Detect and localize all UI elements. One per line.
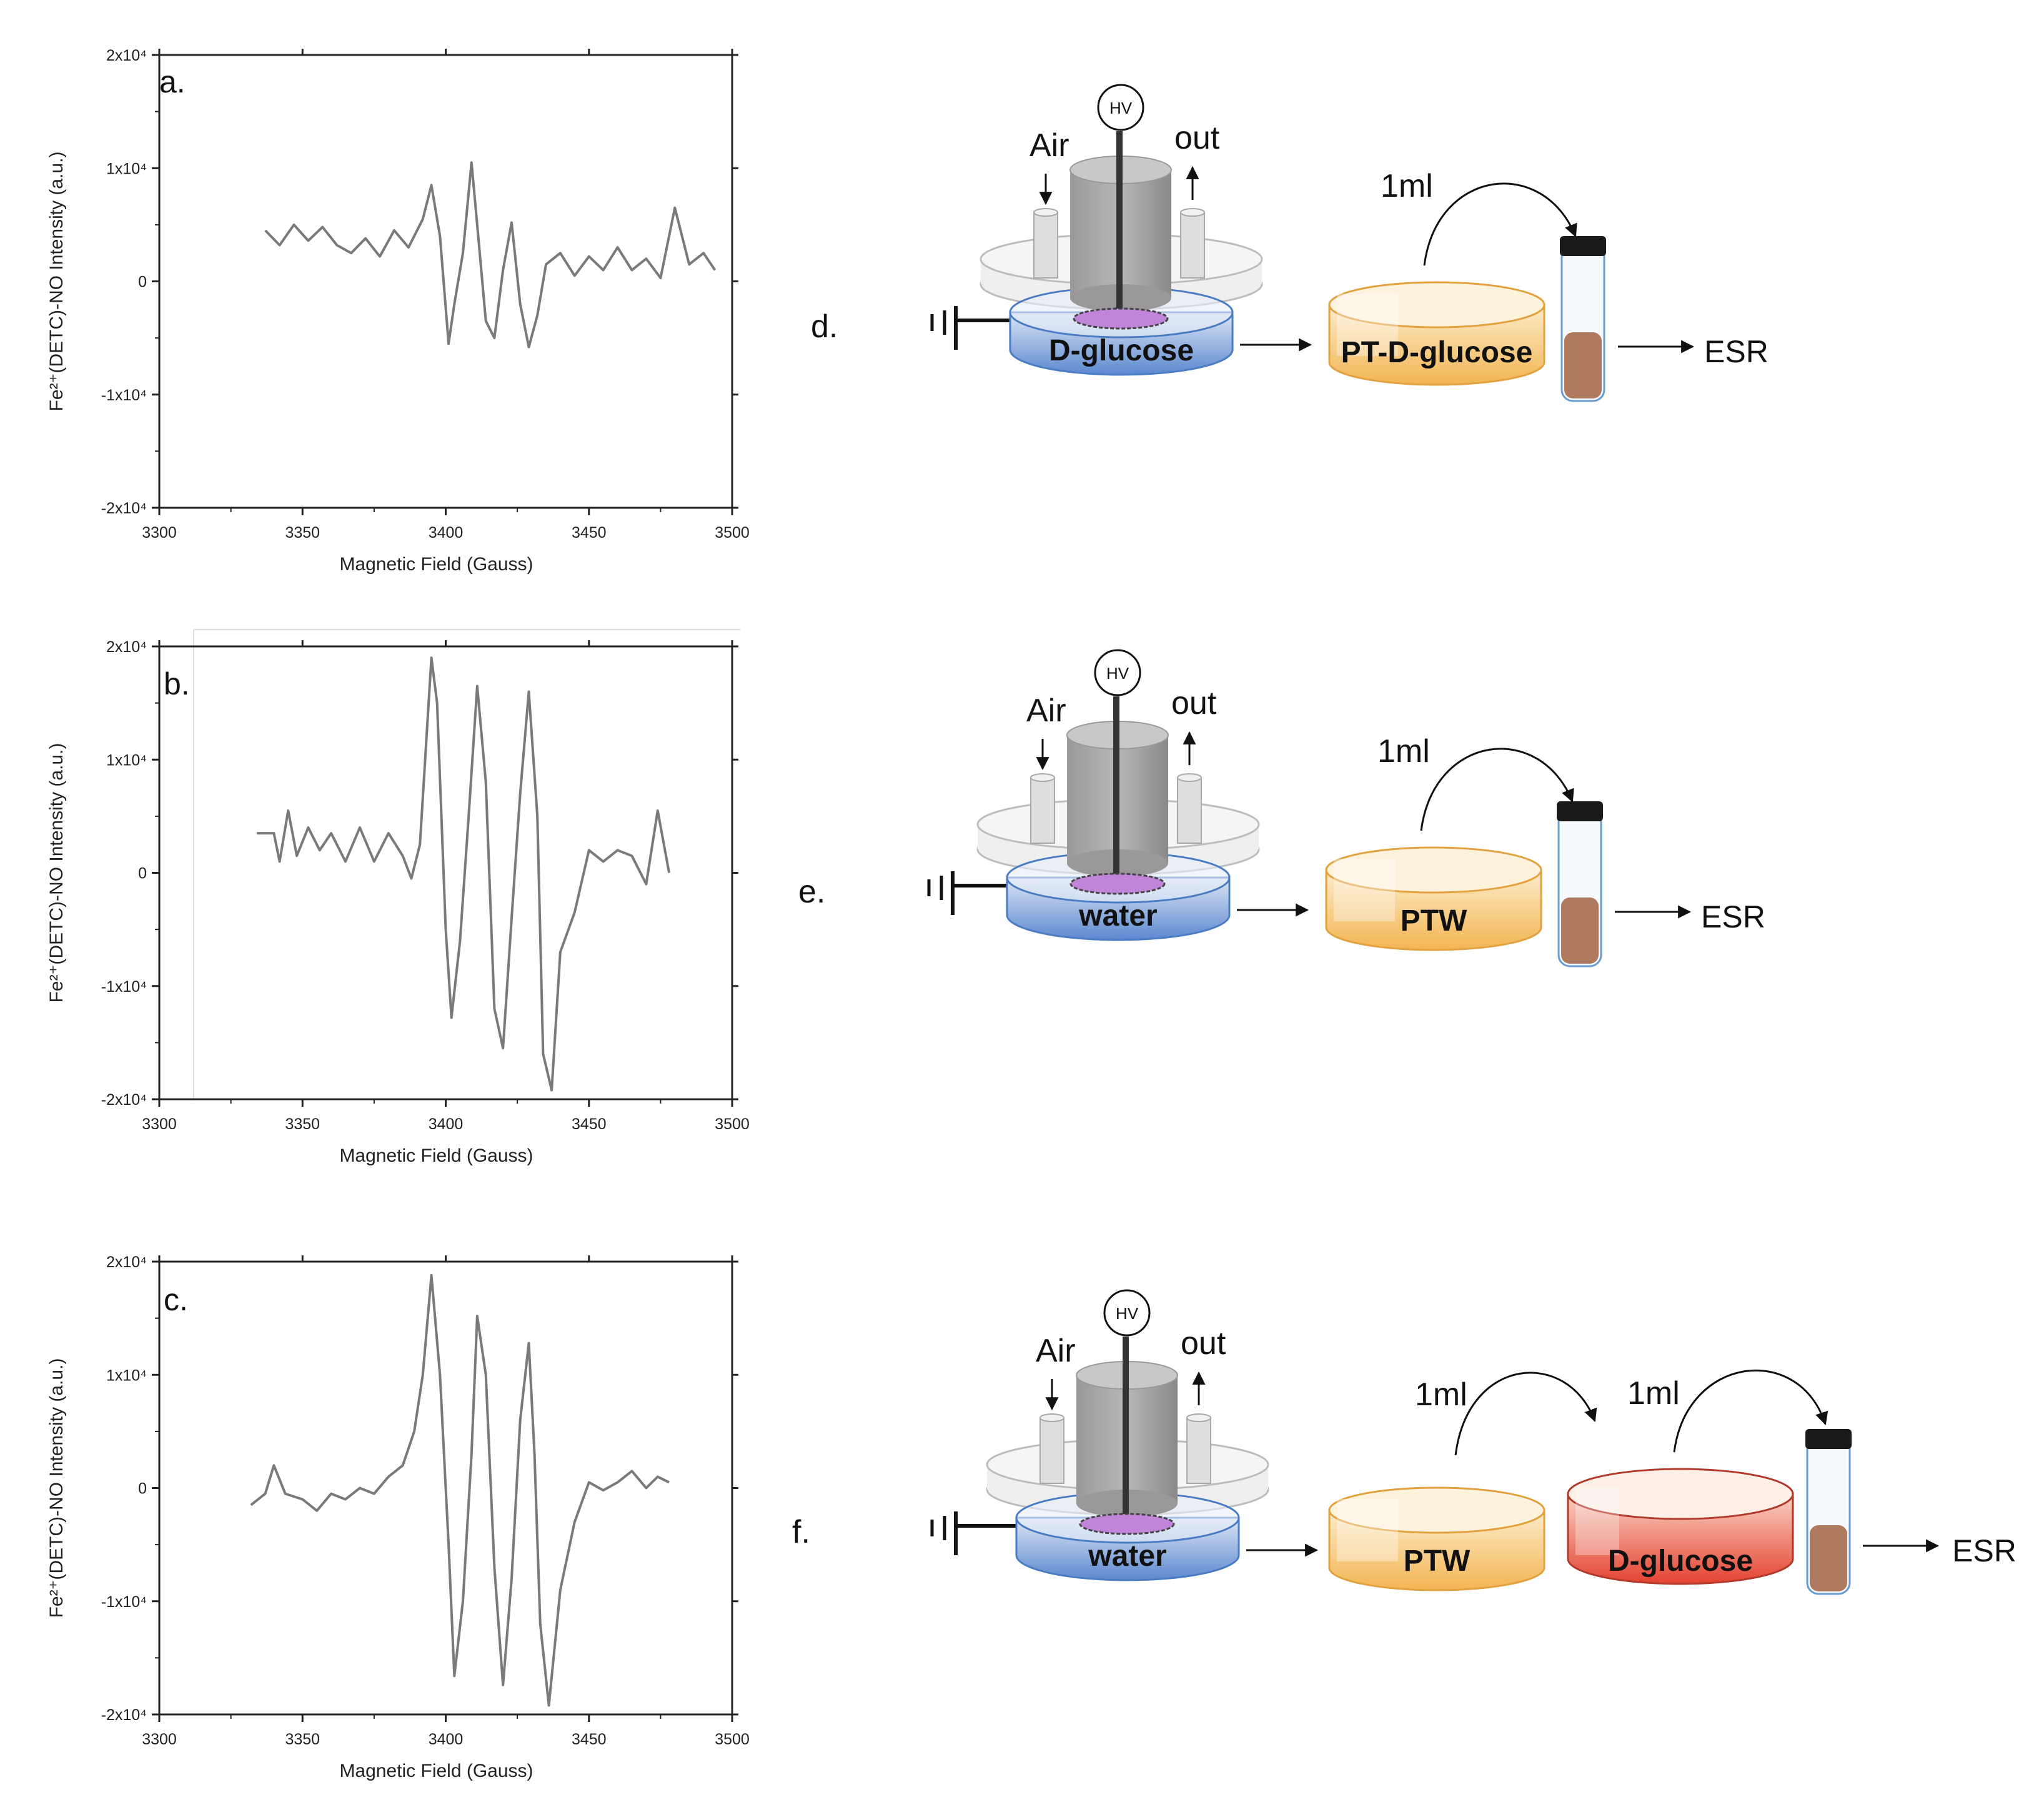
out-label-f: out — [1181, 1325, 1226, 1362]
plasma-reactor — [980, 131, 1263, 376]
x-tick-label: 3400 — [429, 1731, 464, 1748]
x-tick-label: 3450 — [572, 1115, 607, 1133]
esr-label-e: ESR — [1701, 899, 1765, 934]
y-tick-label: 2x10⁴ — [106, 47, 147, 64]
y-tick-label: 1x10⁴ — [106, 1367, 147, 1384]
y-tick-label: -1x10⁴ — [101, 387, 147, 404]
y-axis-title: Fe²⁺(DETC)-NO Intensity (a.u.) — [46, 1358, 67, 1618]
diagram-e: e. HV Air out — [798, 649, 1765, 967]
dish-label-e: PTW — [1401, 904, 1467, 937]
reactor-liquid-label-d: D-glucose — [1049, 334, 1194, 367]
reactor-liquid-label-e: water — [1078, 899, 1157, 932]
esr-vial-d — [1560, 236, 1606, 402]
panel-letter-a: a. — [159, 64, 186, 99]
x-tick-label: 3500 — [715, 524, 750, 541]
transfer-label-d: 1ml — [1381, 168, 1433, 204]
transfer-label-f1: 1ml — [1415, 1377, 1467, 1413]
out-label-e: out — [1171, 685, 1217, 721]
x-tick-label: 3300 — [142, 524, 177, 541]
dish-label-f2: D-glucose — [1608, 1545, 1753, 1578]
panel-letter-b: b. — [164, 666, 190, 701]
series-line-spectrum — [264, 161, 717, 349]
transfer-arrow-f2 — [1673, 1369, 1828, 1453]
esr-label-d: ESR — [1704, 334, 1769, 369]
panel-letter-c: c. — [164, 1282, 188, 1317]
x-tick-label: 3400 — [429, 1115, 464, 1133]
x-tick-label: 3300 — [142, 1115, 177, 1133]
y-tick-label: -1x10⁴ — [101, 978, 147, 996]
x-tick-label: 3450 — [572, 524, 607, 541]
y-tick-label: -2x10⁴ — [101, 500, 147, 517]
y-tick-label: 0 — [138, 1480, 147, 1498]
x-tick-label: 3500 — [715, 1731, 750, 1748]
petri-dish-f2 — [1567, 1468, 1794, 1585]
x-axis-title: Magnetic Field (Gauss) — [339, 1145, 533, 1166]
transfer-arrow-f1 — [1454, 1372, 1597, 1456]
plasma-reactor — [976, 696, 1260, 941]
dish-label-d: PT-D-glucose — [1341, 336, 1533, 369]
diagram-d: d. HV Air — [811, 84, 1769, 402]
x-tick-label: 3350 — [285, 524, 320, 541]
y-tick-label: 0 — [138, 274, 147, 291]
petri-dish-e — [1325, 846, 1542, 951]
esr-vial-e — [1557, 801, 1603, 967]
hv-terminal: HV — [1103, 1289, 1151, 1337]
x-tick-label: 3450 — [572, 1731, 607, 1748]
hv-label-d: HV — [1109, 99, 1133, 117]
y-tick-label: 2x10⁴ — [106, 638, 147, 656]
y-tick-label: 1x10⁴ — [106, 160, 147, 177]
x-tick-label: 3300 — [142, 1731, 177, 1748]
diagram-letter-e: e. — [798, 874, 825, 910]
x-tick-label: 3350 — [285, 1731, 320, 1748]
out-label-d: out — [1174, 120, 1220, 156]
chart-panel-c: c. 3300 3350 3400 3450 3500 2x10⁴ 1x10⁴ 0 -1x10⁴… — [46, 1254, 750, 1781]
x-axis-title: Magnetic Field (Gauss) — [339, 1761, 533, 1781]
air-label-d: Air — [1029, 127, 1069, 164]
x-tick-label: 3500 — [715, 1115, 750, 1133]
esr-vial-f — [1805, 1429, 1852, 1595]
diagram-letter-d: d. — [811, 309, 838, 345]
transfer-label-e: 1ml — [1377, 733, 1430, 769]
y-axis-title: Fe²⁺(DETC)-NO Intensity (a.u.) — [46, 152, 67, 412]
reactor-liquid-label-f: water — [1088, 1540, 1166, 1573]
transfer-arrow-d — [1423, 182, 1577, 266]
y-tick-label: -1x10⁴ — [101, 1593, 147, 1611]
petri-dish-f1 — [1328, 1486, 1545, 1591]
series-line-spectrum — [256, 656, 671, 1092]
y-tick-label: 2x10⁴ — [106, 1254, 147, 1271]
diagram-f: f. HV Air out — [792, 1289, 2017, 1595]
plot-frame — [158, 54, 733, 509]
y-axis-title: Fe²⁺(DETC)-NO Intensity (a.u.) — [46, 743, 67, 1003]
x-tick-label: 3350 — [285, 1115, 320, 1133]
series-line-spectrum — [250, 1273, 670, 1707]
hv-terminal: HV — [1097, 84, 1144, 131]
transfer-label-f2: 1ml — [1627, 1375, 1680, 1412]
y-tick-label: -2x10⁴ — [101, 1706, 147, 1724]
y-tick-label: 0 — [138, 865, 147, 883]
air-label-e: Air — [1026, 693, 1066, 729]
x-axis-title: Magnetic Field (Gauss) — [339, 554, 533, 575]
chart-panel-b: b. 3300 3350 3400 3450 3500 2x10⁴ 1x10⁴ 0 -1x10⁴… — [46, 629, 750, 1166]
esr-label-f: ESR — [1952, 1533, 2017, 1568]
air-label-f: Air — [1036, 1333, 1076, 1369]
diagram-letter-f: f. — [792, 1514, 810, 1550]
plasma-reactor — [986, 1337, 1269, 1581]
hv-label-e: HV — [1106, 664, 1129, 683]
x-tick-label: 3400 — [429, 524, 464, 541]
y-tick-label: -2x10⁴ — [101, 1091, 147, 1109]
y-tick-label: 1x10⁴ — [106, 751, 147, 769]
hv-label-f: HV — [1116, 1304, 1139, 1323]
hv-terminal: HV — [1094, 649, 1141, 696]
petri-dish-d — [1328, 281, 1545, 386]
transfer-arrow-e — [1420, 748, 1574, 831]
dish-label-f1: PTW — [1404, 1545, 1471, 1578]
chart-panel-a: a. 3300 3350 3400 3450 3500 2x10⁴ 1x10⁴ 0 -1x10⁴… — [46, 47, 750, 575]
plot-frame — [158, 645, 733, 1100]
